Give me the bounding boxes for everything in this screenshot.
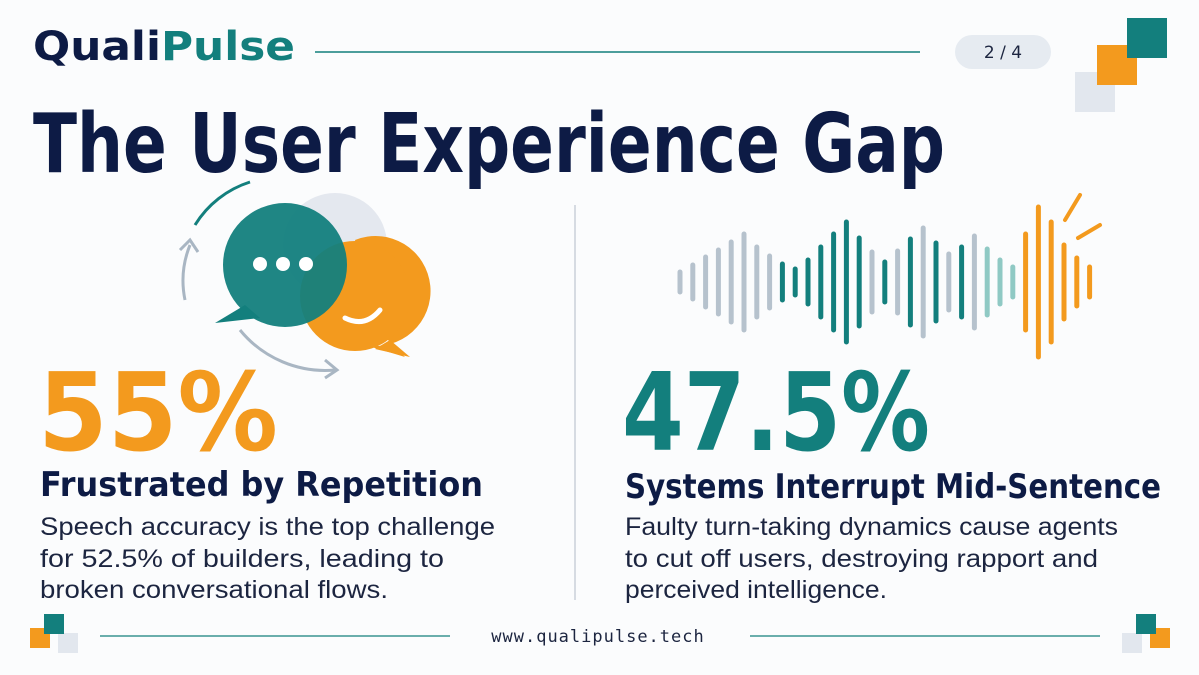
spark [1076, 223, 1102, 240]
stat-label: Systems Interrupt Mid-Sentence [625, 467, 1161, 507]
page-indicator: 2 / 4 [984, 43, 1022, 63]
stat-description: perceived intelligence. [625, 576, 887, 604]
spark [1063, 193, 1082, 222]
stat-value: 47.5% [622, 351, 930, 476]
brand-part: Pulse [161, 24, 295, 70]
chat-icon [178, 180, 431, 380]
stat-description: broken conversational flows. [40, 576, 388, 604]
stat-description: to cut off users, destroying rapport and [625, 545, 1098, 573]
decor [1136, 614, 1156, 634]
decor [1127, 18, 1167, 58]
stat-description: Faulty turn-taking dynamics cause agents [625, 513, 1118, 541]
stat-value: 55% [38, 351, 278, 476]
brand-part: Quali [33, 24, 161, 70]
brand: Quali Pulse [33, 24, 295, 70]
stat-description: for 52.5% of builders, leading to [40, 545, 444, 573]
stat-label: Frustrated by Repetition [40, 465, 483, 505]
footer-url: www.qualipulse.tech [491, 627, 704, 647]
title: The User Experience Gap [33, 97, 945, 192]
stat-description: Speech accuracy is the top challenge [40, 513, 495, 541]
page-pill [955, 35, 1051, 69]
decor [1122, 633, 1142, 653]
waveform [677, 193, 1102, 360]
decor [58, 633, 78, 653]
decor [44, 614, 64, 634]
